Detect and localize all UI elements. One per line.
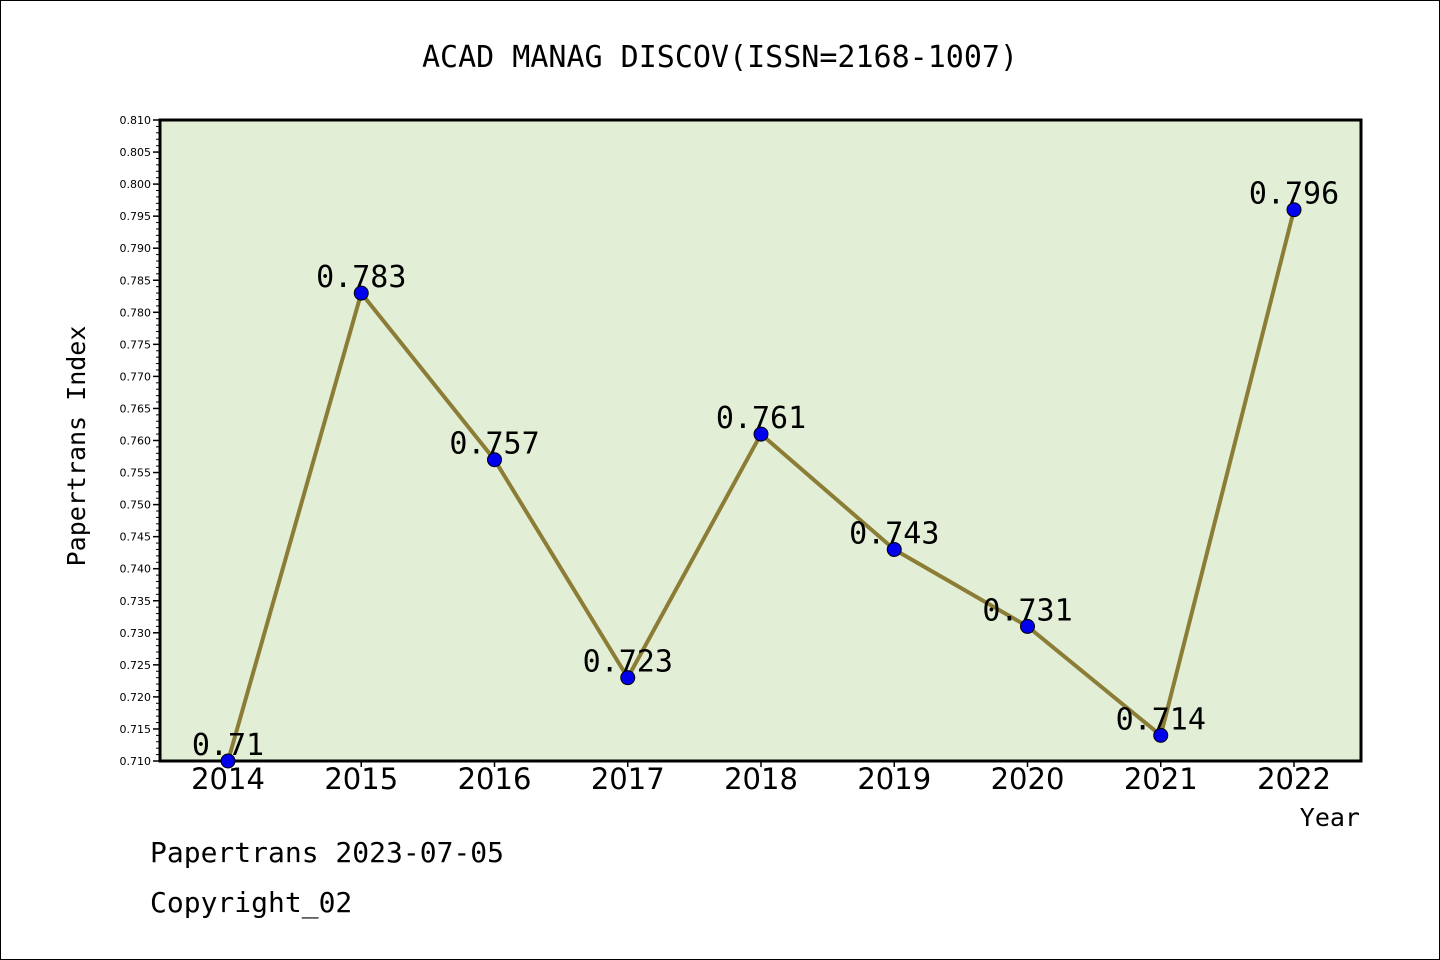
x-tick-label: 2016	[458, 762, 532, 796]
y-axis: 0.710 0.715 0.720 0.725 0.730 0.735 0.740 0.745…	[120, 114, 160, 768]
y-tick-label: 0.780	[120, 306, 152, 319]
y-tick-label: 0.785	[120, 274, 152, 287]
data-point	[1020, 618, 1035, 634]
y-tick-label: 0.770	[120, 370, 152, 383]
x-axis: 2014 2015 2016 2017 2018 2019 2020 2021 2022	[191, 761, 1331, 796]
data-point	[886, 541, 902, 557]
data-label: 0.796	[1249, 177, 1339, 212]
data-label: 0.71	[192, 728, 264, 763]
y-tick-label: 0.810	[120, 114, 152, 127]
y-tick-label: 0.730	[120, 627, 152, 640]
y-tick-label: 0.805	[120, 146, 152, 159]
x-tick-label: 2015	[324, 762, 398, 796]
data-point	[353, 285, 369, 301]
y-axis-label: Papertrans Index	[62, 326, 91, 567]
y-tick-label: 0.800	[120, 178, 152, 191]
y-tick-label: 0.740	[120, 563, 152, 576]
y-tick-label: 0.715	[120, 723, 152, 736]
x-tick-label: 2021	[1124, 762, 1198, 796]
y-tick-label: 0.765	[120, 402, 152, 415]
data-label: 0.783	[316, 260, 406, 295]
y-tick-label: 0.755	[120, 467, 152, 480]
data-label: 0.757	[449, 427, 539, 462]
y-tick-label: 0.790	[120, 242, 152, 255]
data-label: 0.714	[1116, 702, 1206, 737]
y-tick-label: 0.795	[120, 210, 152, 223]
data-point	[753, 426, 769, 442]
data-point	[220, 753, 236, 769]
x-axis-label: Year	[1300, 803, 1360, 832]
y-tick-label: 0.720	[120, 691, 152, 704]
data-label: 0.723	[583, 645, 673, 680]
source-date-text: Papertrans 2023-07-05	[150, 836, 505, 869]
data-label: 0.731	[982, 593, 1072, 628]
data-point	[487, 452, 502, 468]
series-line-group	[220, 202, 1302, 769]
x-tick-label: 2017	[591, 762, 665, 796]
data-label-group: 0.71 0.783 0.757 0.723 0.761 0.743 0.731 0.714 0…	[192, 177, 1339, 763]
data-point	[1153, 727, 1169, 743]
x-tick-label: 2018	[724, 762, 798, 796]
y-tick-label: 0.775	[120, 338, 152, 351]
data-label: 0.761	[716, 401, 806, 436]
y-tick-label: 0.750	[120, 499, 152, 512]
x-tick-label: 2019	[857, 762, 931, 796]
x-tick-label: 2020	[991, 762, 1065, 796]
chart-title: ACAD MANAG DISCOV(ISSN=2168-1007)	[422, 40, 1018, 75]
y-tick-label: 0.725	[120, 659, 152, 672]
y-tick-label: 0.745	[120, 531, 152, 544]
x-tick-label: 2022	[1257, 762, 1331, 796]
y-tick-label: 0.735	[120, 595, 152, 608]
y-tick-label: 0.710	[120, 755, 152, 768]
data-point	[620, 670, 636, 686]
data-point	[1286, 202, 1302, 218]
data-label: 0.743	[849, 516, 939, 551]
copyright-text: Copyright_02	[150, 886, 353, 919]
y-tick-label: 0.760	[120, 435, 152, 448]
